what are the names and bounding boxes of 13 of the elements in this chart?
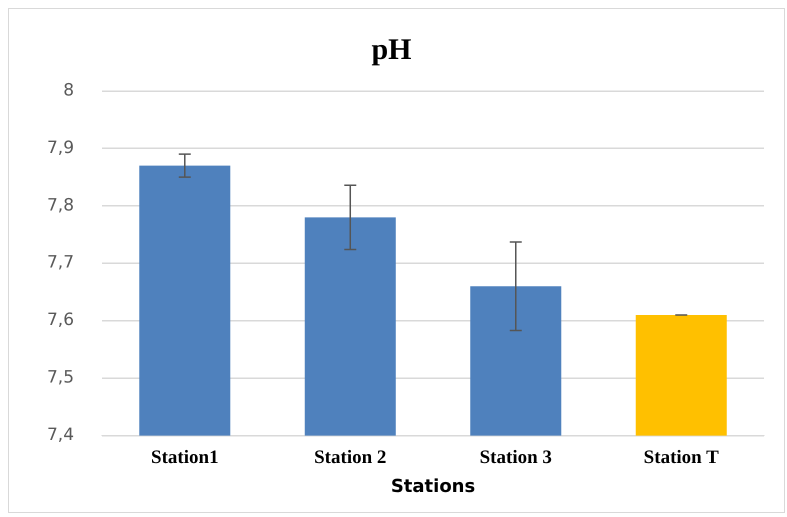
y-tick-label: 7,9 [46,138,74,158]
y-tick-label: 7,8 [46,195,74,216]
y-tick-label: 7,4 [46,425,74,446]
y-tick-label: 7,5 [46,368,74,388]
y-tick-label: 7,7 [46,252,74,273]
chart-title: pH [371,32,412,66]
x-tick-label: Station 2 [314,446,386,468]
x-tick-label: Station 3 [480,446,552,468]
x-tick-label: Station T [644,446,720,468]
y-tick-label: 7,6 [46,310,74,330]
x-axis-title: Stations [390,476,476,497]
y-tick-label: 8 [63,80,74,100]
x-tick-label: Station1 [150,446,219,468]
